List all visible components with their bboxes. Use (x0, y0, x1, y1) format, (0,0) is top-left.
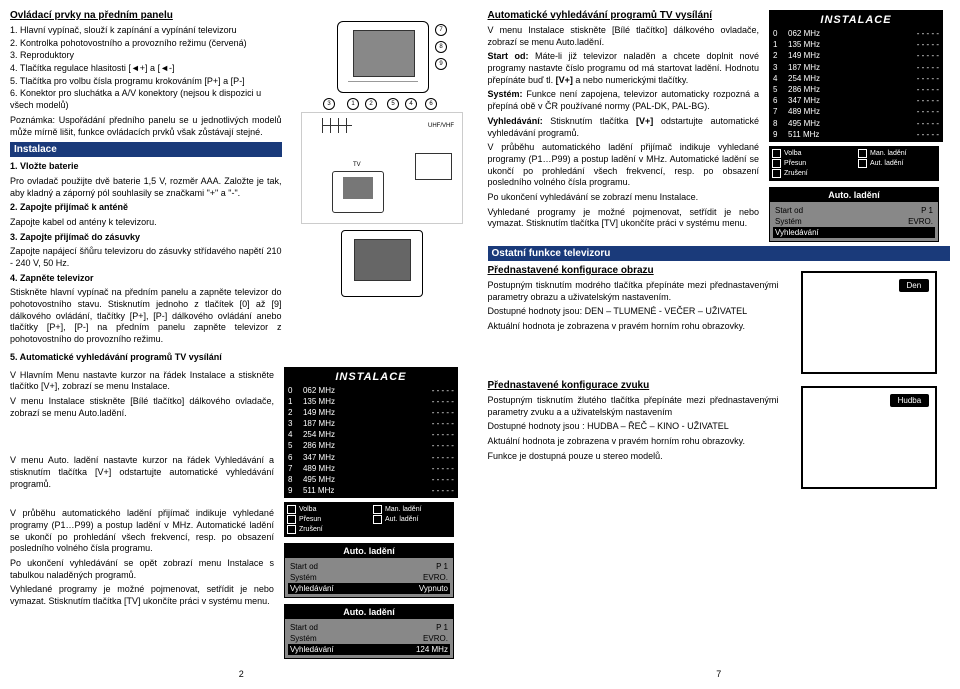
legend-item (373, 525, 451, 534)
legend-item: Přesun (772, 159, 850, 168)
instalace-row: 9511 MHz- - - - - (771, 129, 941, 140)
step5-text2: V menu Instalace stiskněte [Bílé tlačítk… (10, 396, 274, 419)
instalace-row: 0062 MHz- - - - - (771, 28, 941, 39)
instalace-row: 6347 MHz- - - - - (771, 95, 941, 106)
p7: Vyhledané programy je možné pojmenovat, … (488, 207, 760, 230)
lower-text1: V menu Auto. ladění nastavte kurzor na ř… (10, 455, 274, 490)
legend-panel-right: Volba Man. ladění Přesun Aut. ladění Zrušení (769, 146, 939, 181)
page-right: Automatické vyhledávání programů TV vysí… (488, 10, 951, 679)
instalace-row: 2149 MHz- - - - - (286, 407, 456, 418)
legend-item: Volba (287, 505, 365, 514)
picture-config-title: Přednastavené konfigurace obrazu (488, 265, 779, 276)
step3-text: Zapojte napájecí šňůru televizoru do zás… (10, 246, 282, 269)
instalace-row: 4254 MHz- - - - - (286, 429, 456, 440)
p1: V menu Instalace stiskněte [Bílé tlačítk… (488, 25, 760, 48)
picture-p1: Postupným tisknutím modrého tlačítka pře… (488, 280, 779, 303)
legend-item: Man. ladění (373, 505, 451, 514)
list-item: 1. Hlavní vypínač, slouží k zapínání a v… (10, 25, 282, 37)
picture-p2: Dostupné hodnoty jsou: DEN – TLUMENÉ - V… (488, 306, 779, 318)
step2-title: 2. Zapojte přijímač k anténě (10, 202, 282, 214)
instalace-row: 1135 MHz- - - - - (286, 396, 456, 407)
instalace-row: 4254 MHz- - - - - (771, 73, 941, 84)
p4: Vyhledávání: Stisknutím tlačítka [V+] od… (488, 116, 760, 139)
legend-item: Volba (772, 149, 850, 158)
instalace-row: 7489 MHz- - - - - (286, 463, 456, 474)
step5-text1: V Hlavním Menu nastavte kurzor na řádek … (10, 370, 274, 393)
auto-ladeni-panel-2: Auto. ladění Start odP 1 SystémEVRO. Vyh… (284, 604, 454, 659)
legend-item: Přesun (287, 515, 365, 524)
step4-title: 4. Zapněte televizor (10, 273, 282, 285)
page-number-left: 2 (10, 659, 473, 679)
instalace-row: 7489 MHz- - - - - (771, 106, 941, 117)
picture-p3: Aktuální hodnota je zobrazena v pravém h… (488, 321, 779, 333)
sound-config-title: Přednastavené konfigurace zvuku (488, 380, 779, 391)
legend-item: Man. ladění (858, 149, 936, 158)
sound-p2: Dostupné hodnoty jsou : HUDBA – ŘEČ – KI… (488, 421, 779, 433)
list-item: 2. Kontrolka pohotovostního a provozního… (10, 38, 282, 50)
instalace-row: 5286 MHz- - - - - (771, 84, 941, 95)
panel-controls-title: Ovládací prvky na předním panelu (10, 10, 282, 21)
tv-front-diagram: 7 8 9 3 1 2 5 4 6 (317, 16, 447, 106)
auto-ladeni-panel-1: Auto. ladění Start odP 1 SystémEVRO. Vyh… (284, 543, 454, 598)
step4-text: Stiskněte hlavní vypínač na předním pane… (10, 287, 282, 345)
p6: Po ukončení vyhledávání se zobrazí menu … (488, 192, 760, 204)
legend-item (858, 169, 936, 178)
screen-preview-hudba: Hudba (801, 386, 937, 489)
instalace-row: 1135 MHz- - - - - (771, 39, 941, 50)
legend-item: Aut. ladění (373, 515, 451, 524)
step2-text: Zapojte kabel od antény k televizoru. (10, 217, 282, 229)
other-functions-header: Ostatní funkce televizoru (488, 246, 951, 261)
instalace-header: Instalace (10, 142, 282, 157)
sound-p3: Aktuální hodnota je zobrazena v pravém h… (488, 436, 779, 448)
lower-text2: V průběhu automatického ladění přijímač … (10, 508, 274, 555)
den-badge: Den (899, 279, 930, 292)
list-item: 5. Tlačítka pro volbu čísla programu kro… (10, 76, 282, 88)
instalace-row: 8495 MHz- - - - - (286, 474, 456, 485)
legend-item: Zrušení (772, 169, 850, 178)
legend-panel: Volba Man. ladění Přesun Aut. ladění Zrušení (284, 502, 454, 537)
instalace-row: 0062 MHz- - - - - (286, 385, 456, 396)
hudba-badge: Hudba (890, 394, 930, 407)
sound-p1: Postupným tisknutím žlutého tlačítka pře… (488, 395, 779, 418)
instalace-row: 8495 MHz- - - - - (771, 118, 941, 129)
step3-title: 3. Zapojte přijímač do zásuvky (10, 232, 282, 244)
legend-item: Zrušení (287, 525, 365, 534)
list-item: 6. Konektor pro sluchátka a A/V konektor… (10, 88, 282, 111)
p3: Systém: Funkce není zapojena, televizor … (488, 89, 760, 112)
instalace-row: 3187 MHz- - - - - (286, 418, 456, 429)
panel-note: Poznámka: Uspořádání předního panelu se … (10, 115, 282, 138)
list-item: 4. Tlačítka regulace hlasitosti [◄+] a [… (10, 63, 282, 75)
step5-title: 5. Automatické vyhledávání programů TV v… (10, 352, 473, 364)
instalace-panel-header-r: INSTALACE (771, 12, 941, 28)
auto-ladeni-panel-right: Auto. ladění Start odP 1 SystémEVRO. Vyh… (769, 187, 939, 242)
sound-p4: Funkce je dostupná pouze u stereo modelů… (488, 451, 779, 463)
step1-text: Pro ovladač použijte dvě baterie 1,5 V, … (10, 176, 282, 199)
p5: V průběhu automatického ladění přijímač … (488, 142, 760, 189)
list-item: 3. Reproduktory (10, 50, 282, 62)
instalace-row: 5286 MHz- - - - - (286, 440, 456, 451)
lower-text4: Vyhledané programy je možné pojmenovat, … (10, 584, 274, 607)
instalace-panel-right: INSTALACE 0062 MHz- - - - -1135 MHz- - -… (769, 10, 943, 142)
tv-small-diagram (341, 230, 423, 297)
legend-item: Aut. ladění (858, 159, 936, 168)
instalace-panel-header: INSTALACE (286, 369, 456, 385)
antenna-diagram: UHF/VHF (301, 112, 463, 224)
instalace-row: 2149 MHz- - - - - (771, 50, 941, 61)
step1-title: 1. Vložte baterie (10, 161, 282, 173)
instalace-row: 6347 MHz- - - - - (286, 452, 456, 463)
auto-search-title: Automatické vyhledávání programů TV vysí… (488, 10, 760, 21)
instalace-panel: INSTALACE 0062 MHz- - - - -1135 MHz- - -… (284, 367, 458, 499)
lower-text3: Po ukončení vyhledávání se opět zobrazí … (10, 558, 274, 581)
screen-preview-den: Den (801, 271, 937, 374)
instalace-row: 9511 MHz- - - - - (286, 485, 456, 496)
instalace-row: 3187 MHz- - - - - (771, 62, 941, 73)
page-number-right: 7 (488, 659, 951, 679)
page-left: Ovládací prvky na předním panelu 1. Hlav… (10, 10, 473, 679)
panel-controls-list: 1. Hlavní vypínač, slouží k zapínání a v… (10, 25, 282, 112)
p2: Start od: Start od: Máte-li již televizo… (488, 51, 760, 86)
